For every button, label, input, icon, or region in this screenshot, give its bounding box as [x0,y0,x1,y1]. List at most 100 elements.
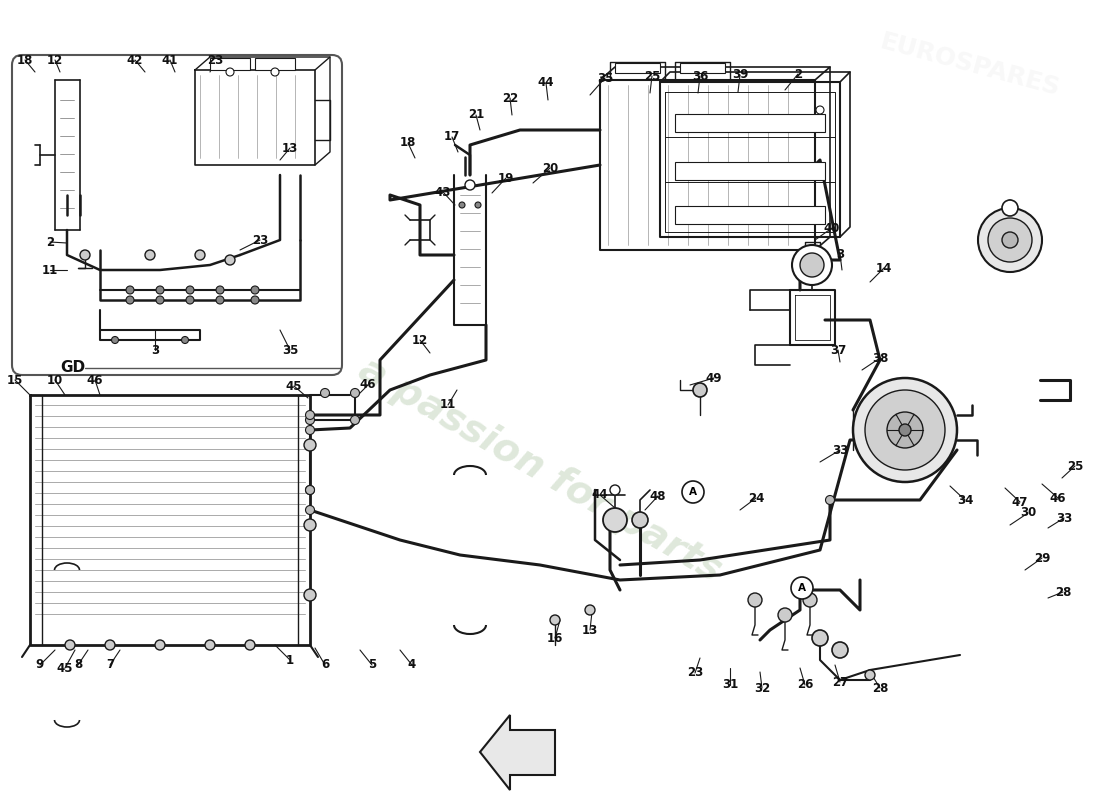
Circle shape [988,218,1032,262]
Circle shape [812,630,828,646]
Circle shape [104,640,116,650]
Circle shape [603,508,627,532]
Circle shape [865,670,874,680]
Circle shape [251,296,258,304]
Circle shape [978,208,1042,272]
Text: 24: 24 [748,491,764,505]
Text: 23: 23 [686,666,703,679]
Circle shape [693,383,707,397]
Circle shape [351,415,360,425]
Circle shape [475,202,481,208]
Text: 48: 48 [650,490,667,502]
Circle shape [748,593,762,607]
Text: 21: 21 [468,109,484,122]
Circle shape [65,640,75,650]
Text: 6: 6 [321,658,329,671]
Text: a passion for parts: a passion for parts [352,350,728,590]
Text: 35: 35 [597,71,613,85]
Circle shape [887,412,923,448]
Circle shape [304,439,316,451]
Circle shape [306,486,315,494]
Text: 3: 3 [836,247,844,261]
Text: A: A [689,487,697,497]
Circle shape [186,286,194,294]
Circle shape [465,180,475,190]
Text: 44: 44 [592,489,608,502]
Circle shape [320,389,330,398]
Text: 32: 32 [754,682,770,694]
FancyBboxPatch shape [12,55,342,375]
Circle shape [632,512,648,528]
Text: 7: 7 [106,658,114,671]
Circle shape [245,640,255,650]
Text: 11: 11 [440,398,456,411]
Text: 39: 39 [732,69,748,82]
Text: 33: 33 [832,443,848,457]
Circle shape [145,250,155,260]
Circle shape [195,250,205,260]
Text: 38: 38 [872,351,888,365]
Text: 44: 44 [538,77,554,90]
Text: 12: 12 [411,334,428,346]
Text: 14: 14 [876,262,892,274]
Text: 17: 17 [444,130,460,143]
Circle shape [155,640,165,650]
Circle shape [852,378,957,482]
Text: 25: 25 [1067,459,1084,473]
Circle shape [791,577,813,599]
Circle shape [271,68,279,76]
Circle shape [126,286,134,294]
Circle shape [304,519,316,531]
Text: 19: 19 [498,171,514,185]
Circle shape [865,390,945,470]
Text: 34: 34 [957,494,974,506]
Text: 26: 26 [796,678,813,691]
Circle shape [80,250,90,260]
Text: 12: 12 [47,54,63,66]
Circle shape [216,296,224,304]
Circle shape [1002,200,1018,216]
Circle shape [610,485,620,495]
Circle shape [800,253,824,277]
Text: 31: 31 [722,678,738,691]
Text: 43: 43 [434,186,451,198]
Text: 3: 3 [151,343,160,357]
Text: 36: 36 [692,70,708,82]
Circle shape [226,68,234,76]
Bar [675,114,825,132]
Circle shape [682,481,704,503]
Text: 28: 28 [1055,586,1071,598]
Text: 28: 28 [872,682,888,694]
Bar [615,63,660,73]
Circle shape [550,615,560,625]
Circle shape [825,495,835,505]
Circle shape [306,410,315,419]
Circle shape [306,415,315,425]
Text: A: A [798,583,806,593]
Text: 46: 46 [360,378,376,391]
Circle shape [156,296,164,304]
Bar [255,58,295,70]
Text: 45: 45 [286,379,302,393]
Text: 13: 13 [582,623,598,637]
Circle shape [778,608,792,622]
Circle shape [803,593,817,607]
Circle shape [899,424,911,436]
Circle shape [306,506,315,514]
Text: 37: 37 [829,343,846,357]
Text: 47: 47 [1012,495,1028,509]
Text: 29: 29 [1034,551,1050,565]
Circle shape [792,245,832,285]
Text: 20: 20 [542,162,558,174]
Text: 16: 16 [547,631,563,645]
Text: 22: 22 [502,91,518,105]
Circle shape [306,426,315,434]
Circle shape [205,640,214,650]
Circle shape [306,486,315,494]
Circle shape [182,337,188,343]
Text: 40: 40 [824,222,840,234]
Text: 4: 4 [408,658,416,671]
Text: 13: 13 [282,142,298,154]
Text: 35: 35 [282,343,298,357]
Text: 5: 5 [367,658,376,671]
